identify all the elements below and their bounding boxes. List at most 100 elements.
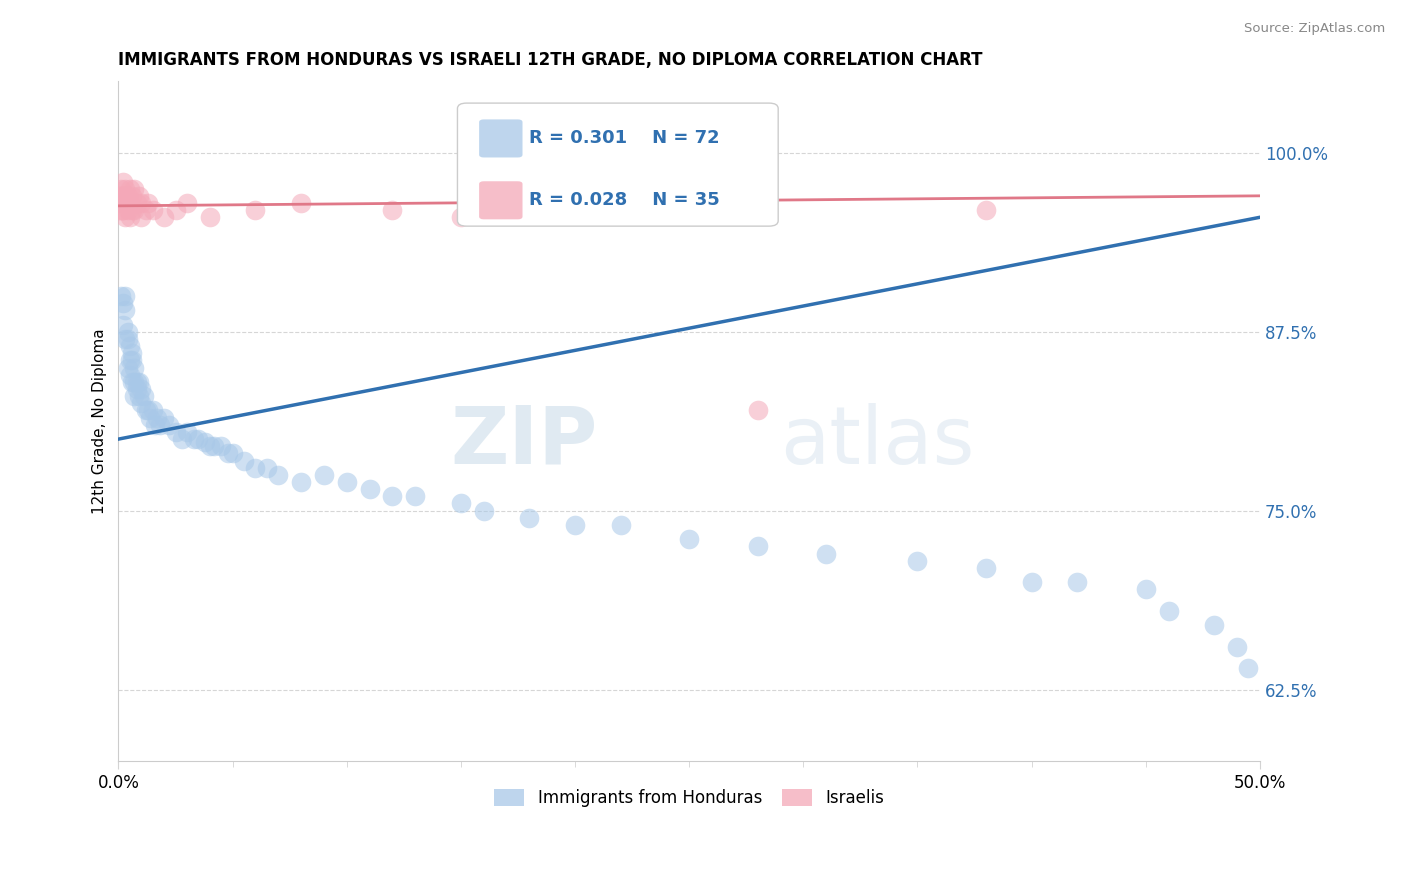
Point bbox=[125, 196, 148, 211]
Point bbox=[114, 303, 136, 318]
Point bbox=[747, 403, 769, 417]
Point bbox=[267, 467, 290, 482]
Point bbox=[128, 375, 150, 389]
Point bbox=[359, 482, 381, 496]
Point bbox=[117, 332, 139, 346]
Point bbox=[256, 460, 278, 475]
Legend: Immigrants from Honduras, Israelis: Immigrants from Honduras, Israelis bbox=[488, 782, 891, 814]
Point bbox=[245, 460, 267, 475]
Point bbox=[148, 417, 170, 432]
Point bbox=[118, 182, 141, 196]
Point bbox=[678, 533, 700, 547]
Point bbox=[157, 417, 180, 432]
Point bbox=[183, 432, 205, 446]
Point bbox=[124, 182, 146, 196]
Text: Source: ZipAtlas.com: Source: ZipAtlas.com bbox=[1244, 22, 1385, 36]
Point bbox=[111, 189, 134, 203]
Point bbox=[124, 389, 146, 403]
Point bbox=[450, 496, 472, 510]
Point bbox=[125, 375, 148, 389]
Point bbox=[1226, 640, 1249, 654]
Point bbox=[312, 467, 335, 482]
Point bbox=[114, 182, 136, 196]
Point bbox=[129, 196, 152, 211]
Point bbox=[121, 346, 143, 360]
Point bbox=[172, 432, 194, 446]
Point bbox=[124, 375, 146, 389]
Point bbox=[142, 403, 165, 417]
Point bbox=[165, 203, 187, 218]
Point bbox=[153, 211, 176, 225]
Point bbox=[194, 434, 217, 449]
Point bbox=[198, 439, 221, 453]
Point bbox=[165, 425, 187, 439]
Text: atlas: atlas bbox=[780, 402, 974, 481]
Point bbox=[176, 196, 198, 211]
Point bbox=[974, 203, 997, 218]
Point bbox=[472, 503, 495, 517]
Point bbox=[139, 410, 162, 425]
Point bbox=[187, 432, 209, 446]
Point bbox=[517, 510, 540, 524]
Point bbox=[233, 453, 256, 467]
FancyBboxPatch shape bbox=[457, 103, 778, 227]
Point bbox=[142, 203, 165, 218]
Point bbox=[118, 368, 141, 382]
Point bbox=[245, 203, 267, 218]
Point bbox=[128, 189, 150, 203]
FancyBboxPatch shape bbox=[479, 181, 523, 219]
Point bbox=[146, 410, 169, 425]
Point bbox=[217, 446, 239, 460]
Point bbox=[135, 203, 157, 218]
Point bbox=[128, 389, 150, 403]
Text: R = 0.301    N = 72: R = 0.301 N = 72 bbox=[529, 129, 720, 147]
Point bbox=[450, 211, 472, 225]
Point bbox=[815, 547, 838, 561]
Point bbox=[209, 439, 232, 453]
Point bbox=[1066, 575, 1088, 590]
Point bbox=[121, 353, 143, 368]
Point bbox=[381, 489, 404, 503]
Point bbox=[136, 196, 159, 211]
Point bbox=[124, 360, 146, 375]
Point bbox=[114, 332, 136, 346]
Point bbox=[1135, 582, 1157, 597]
Point bbox=[907, 554, 929, 568]
Point bbox=[121, 375, 143, 389]
Point bbox=[117, 203, 139, 218]
Point bbox=[117, 325, 139, 339]
Point bbox=[176, 425, 198, 439]
Point bbox=[129, 396, 152, 410]
Point bbox=[1204, 618, 1226, 632]
Text: ZIP: ZIP bbox=[450, 402, 598, 481]
Point bbox=[114, 289, 136, 303]
Text: R = 0.028    N = 35: R = 0.028 N = 35 bbox=[529, 191, 720, 210]
Point bbox=[118, 339, 141, 353]
Point bbox=[609, 518, 631, 533]
Point bbox=[290, 475, 312, 489]
FancyBboxPatch shape bbox=[479, 120, 523, 158]
Point bbox=[198, 211, 221, 225]
Point bbox=[110, 196, 132, 211]
Point bbox=[135, 403, 157, 417]
Point bbox=[564, 518, 586, 533]
Point bbox=[747, 540, 769, 554]
Point bbox=[129, 382, 152, 396]
Text: IMMIGRANTS FROM HONDURAS VS ISRAELI 12TH GRADE, NO DIPLOMA CORRELATION CHART: IMMIGRANTS FROM HONDURAS VS ISRAELI 12TH… bbox=[118, 51, 983, 69]
Point bbox=[114, 211, 136, 225]
Point bbox=[381, 203, 404, 218]
Point bbox=[129, 211, 152, 225]
Point bbox=[114, 196, 136, 211]
Point bbox=[121, 189, 143, 203]
Point bbox=[111, 318, 134, 332]
Point bbox=[202, 439, 225, 453]
Point bbox=[974, 561, 997, 575]
Point bbox=[111, 174, 134, 188]
Point bbox=[124, 203, 146, 218]
Point bbox=[1157, 604, 1180, 618]
Point bbox=[1021, 575, 1043, 590]
Point bbox=[564, 203, 586, 218]
Point bbox=[111, 296, 134, 310]
Point bbox=[117, 189, 139, 203]
Point bbox=[290, 196, 312, 211]
